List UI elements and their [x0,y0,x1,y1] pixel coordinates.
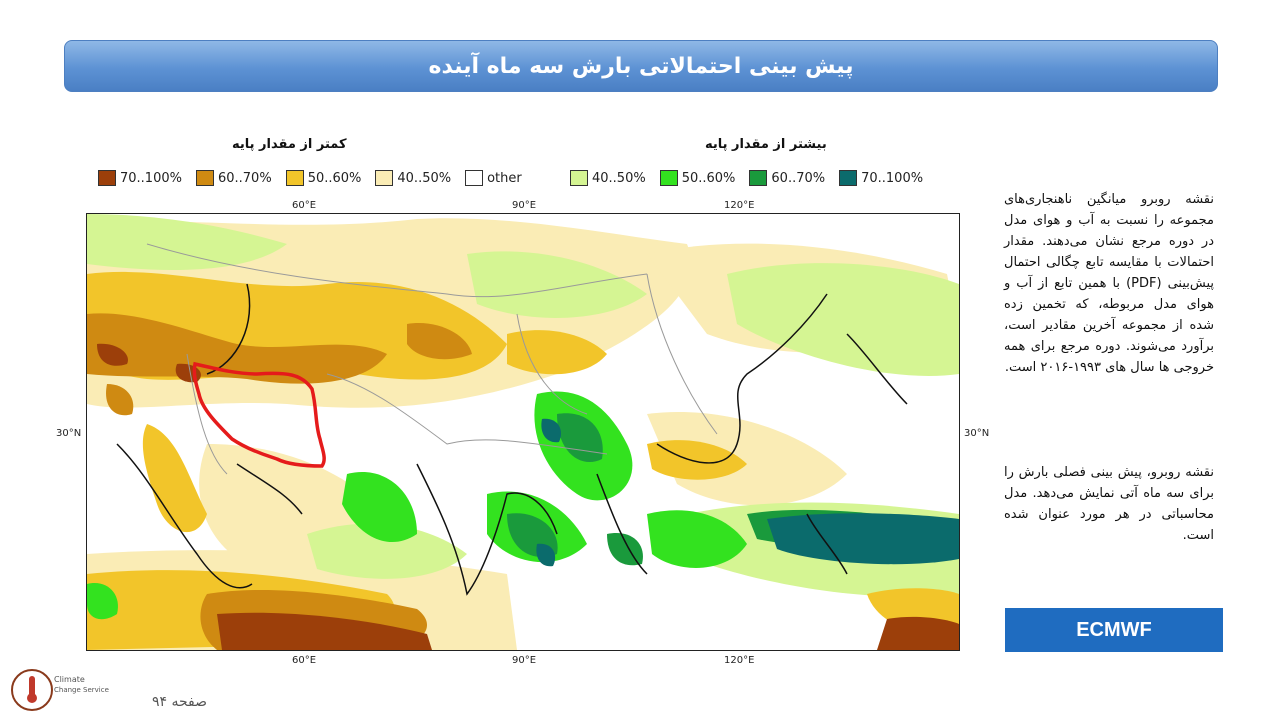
legend-label: other [487,170,522,186]
legend-label: 70..100% [861,170,924,186]
thermometer-logo-icon: Climate Change Service [11,669,109,711]
legend-item: 50..60% [285,170,362,186]
legend-swatch [375,170,394,186]
legend-item: 50..60% [659,170,736,186]
legend-label: 50..60% [307,170,362,186]
lon-label-bottom: 120°E [724,655,755,666]
legend-swatch [749,170,768,186]
lon-label-bottom: 60°E [292,655,317,666]
legend-below: 70..100% 60..70% 50..60% 40..50% other [98,170,522,186]
lon-label-bottom: 90°E [512,655,537,666]
organization-logo: Climate Change Service [6,664,136,716]
legend-swatch [195,170,214,186]
legend-swatch [839,170,858,186]
legend-swatch [570,170,588,186]
legend-label: 40..50% [592,170,646,186]
legend-above: 40..50% 50..60% 60..70% 70..100% [570,170,923,186]
legend-item: 60..70% [195,170,272,186]
logo-text-2: Change Service [54,686,109,694]
page-title-text: پیش بینی احتمالاتی بارش سه ماه آینده [428,53,854,79]
lon-label-top: 60°E [292,200,317,211]
forecast-map [86,213,960,651]
country-borders [146,243,718,475]
page-number: صفحه ۹۴ [152,694,208,710]
legend-label: 40..50% [397,170,452,186]
legend-item: 70..100% [98,170,182,186]
legend-swatch [659,170,678,186]
lon-label-top: 90°E [512,200,537,211]
legend-item: 40..50% [375,170,451,186]
legend-label: 60..70% [217,170,272,186]
legend-label: 60..70% [771,170,826,186]
legend-swatch [285,170,304,186]
legend-item: 40..50% [570,170,646,186]
lat-label-right: 30°N [964,428,990,439]
iran-outline [192,361,326,468]
page-title: پیش بینی احتمالاتی بارش سه ماه آینده [64,40,1218,92]
legend-below-title: کمتر از مقدار پایه [232,137,347,152]
model-label: ECMWF [1005,608,1223,652]
description-paragraph-2: نقشه روبرو، پیش بینی فصلی بارش را برای س… [1004,465,1214,543]
legend-label: 70..100% [120,170,182,186]
legend-item: other [465,170,522,186]
legend-item: 70..100% [839,170,923,186]
description-paragraph-1: نقشه روبرو میانگین ناهنجاری‌های مجموعه ر… [1004,192,1214,375]
map-svg [87,214,959,650]
legend-swatch [465,170,484,186]
legend-item: 60..70% [749,170,825,186]
legend-swatch [98,170,116,186]
lat-label-left: 30°N [56,428,82,439]
logo-text-1: Climate [54,675,85,684]
coastlines [116,283,908,596]
legend-label: 50..60% [681,170,736,186]
lon-label-top: 120°E [724,200,755,211]
model-label-text: ECMWF [1076,618,1152,641]
legend-above-title: بیشتر از مقدار پایه [705,137,827,152]
